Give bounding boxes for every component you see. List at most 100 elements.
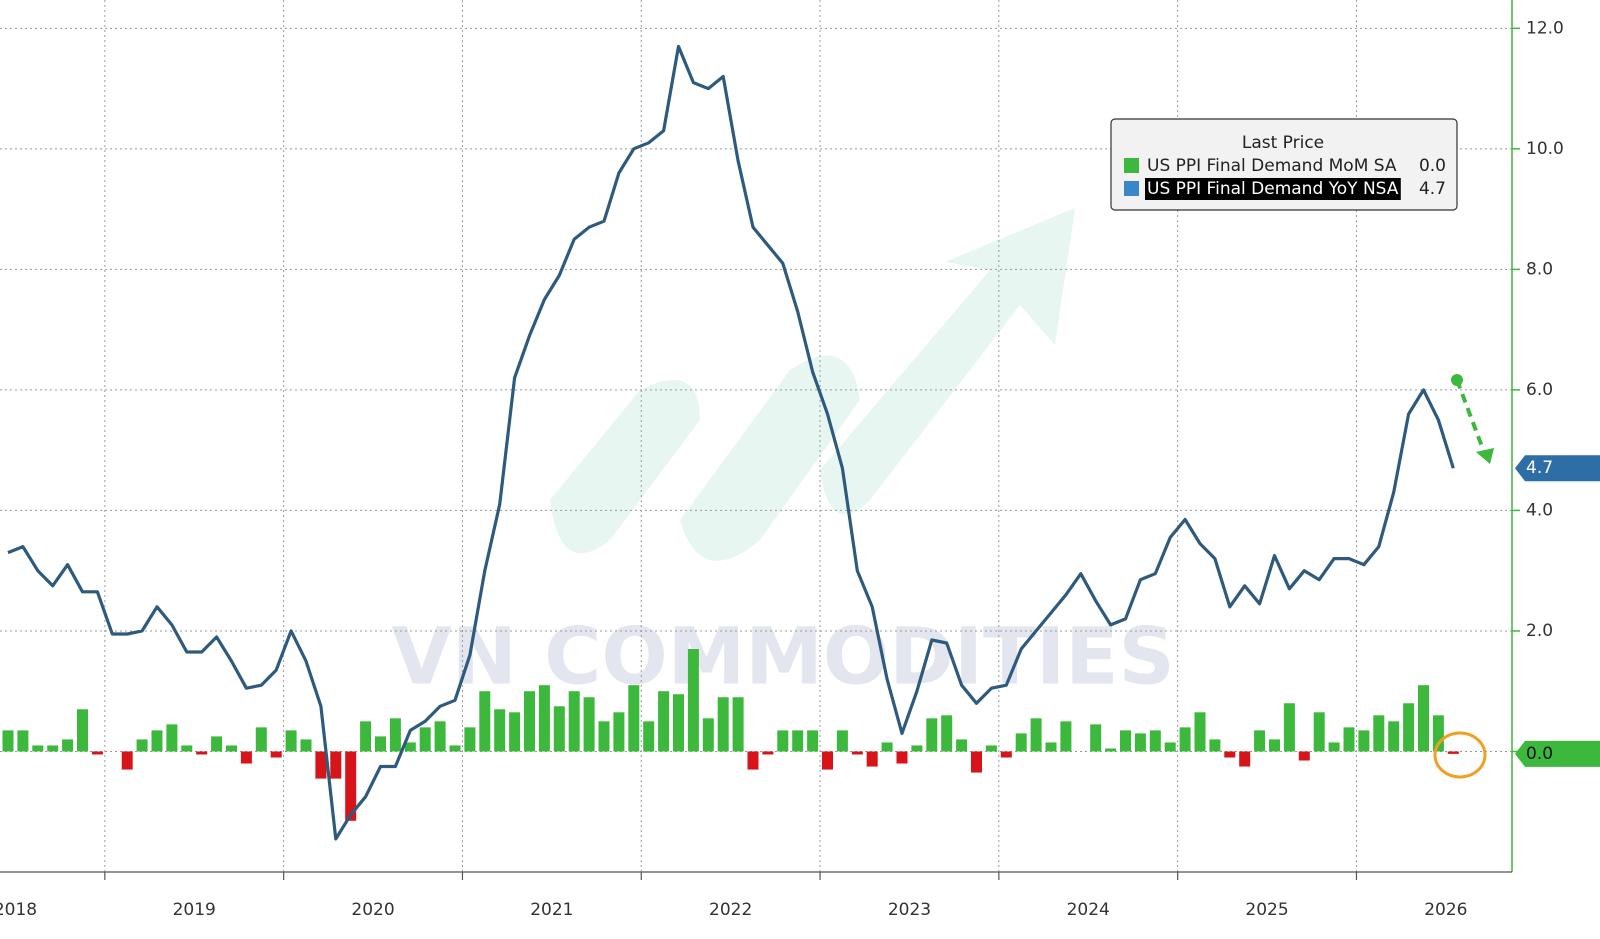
bar (300, 739, 312, 752)
bar (1105, 748, 1117, 752)
bar (345, 751, 357, 821)
x-tick-label: 2020 (351, 900, 394, 920)
bar (643, 721, 655, 752)
legend-value: 0.0 (1419, 156, 1446, 176)
watermark: VN COMMODITIES (391, 612, 1174, 702)
bar (449, 745, 461, 752)
bar (196, 751, 208, 755)
bar (1045, 742, 1057, 752)
bar (1283, 703, 1295, 752)
bar (1418, 685, 1429, 752)
bar (732, 697, 744, 752)
annotation-arrow-start (1451, 374, 1463, 386)
bar (1015, 733, 1027, 752)
bar (1149, 730, 1161, 752)
bar (1328, 742, 1340, 752)
bar (464, 727, 476, 752)
bar (1179, 727, 1191, 752)
bar (494, 709, 506, 752)
bar (911, 745, 923, 752)
bar (1269, 739, 1280, 752)
bar (389, 718, 401, 752)
bar (956, 739, 968, 752)
bar (166, 724, 178, 752)
bar (866, 751, 878, 767)
last-value-tag-label: 4.7 (1526, 458, 1553, 478)
bar (1134, 733, 1146, 752)
logo-shape (550, 380, 700, 554)
bar (687, 649, 699, 752)
bar (971, 751, 982, 773)
annotation-arrow (1455, 379, 1486, 453)
legend-swatch (1124, 181, 1139, 196)
bar (1403, 703, 1415, 752)
y-tick-label: 10.0 (1526, 139, 1564, 159)
legend-label: US PPI Final Demand YoY NSA (1147, 179, 1399, 199)
bar (1313, 712, 1325, 752)
bar (836, 730, 848, 752)
bar (479, 691, 491, 752)
bar (136, 739, 148, 752)
legend-swatch (1124, 158, 1139, 173)
bar (822, 751, 833, 770)
bar (568, 691, 580, 752)
bar (553, 706, 565, 752)
bar (285, 730, 297, 752)
bar (151, 730, 163, 752)
bar (1373, 715, 1385, 752)
bar (509, 712, 521, 752)
bar (1164, 742, 1176, 752)
y-tick-label: 4.0 (1526, 500, 1553, 520)
bar (762, 751, 774, 755)
bar (538, 685, 550, 752)
x-tick-label: 2021 (530, 900, 573, 920)
bar (941, 715, 953, 752)
bar (434, 721, 446, 752)
bar (1254, 730, 1266, 752)
bar (404, 742, 416, 752)
bar (1388, 721, 1400, 752)
legend-value: 4.7 (1419, 179, 1446, 199)
x-tick-label: 2022 (709, 900, 752, 920)
bar (658, 691, 670, 752)
x-tick-label: 2023 (888, 900, 931, 920)
bar (985, 745, 997, 752)
bar (1120, 730, 1131, 752)
bar (32, 745, 44, 752)
bar (226, 745, 237, 752)
bar (255, 727, 267, 752)
legend-label: US PPI Final Demand MoM SA (1147, 156, 1397, 176)
bar (1000, 751, 1012, 758)
bar (926, 718, 938, 752)
bar (1432, 715, 1444, 752)
bar (62, 739, 74, 752)
bar (1447, 751, 1459, 754)
watermark-logo (550, 208, 1075, 561)
y-tick-label: 8.0 (1526, 259, 1553, 279)
bar (613, 712, 625, 752)
x-tick-label: 2019 (173, 900, 216, 920)
bar (211, 736, 223, 752)
bar (315, 751, 327, 779)
annotation-arrow-head (1476, 448, 1494, 464)
bar (121, 751, 133, 770)
bar (47, 745, 59, 752)
legend-highlight (1145, 178, 1401, 200)
bar (1060, 721, 1072, 752)
bar (896, 751, 908, 764)
bar (598, 721, 610, 752)
bar (77, 709, 88, 752)
y-tick-label: 2.0 (1526, 621, 1553, 641)
bar (583, 697, 595, 752)
legend-title: Last Price (1242, 133, 1324, 153)
bar (673, 694, 684, 752)
bar (1343, 727, 1355, 752)
logo-shape (680, 355, 860, 561)
bar (1090, 724, 1102, 752)
x-tick-label: 2018 (0, 900, 37, 920)
x-tick-label: 2026 (1424, 900, 1467, 920)
bar (1030, 718, 1042, 752)
x-tick-label: 2025 (1245, 900, 1288, 920)
bar (1224, 751, 1236, 758)
bar (807, 730, 819, 752)
